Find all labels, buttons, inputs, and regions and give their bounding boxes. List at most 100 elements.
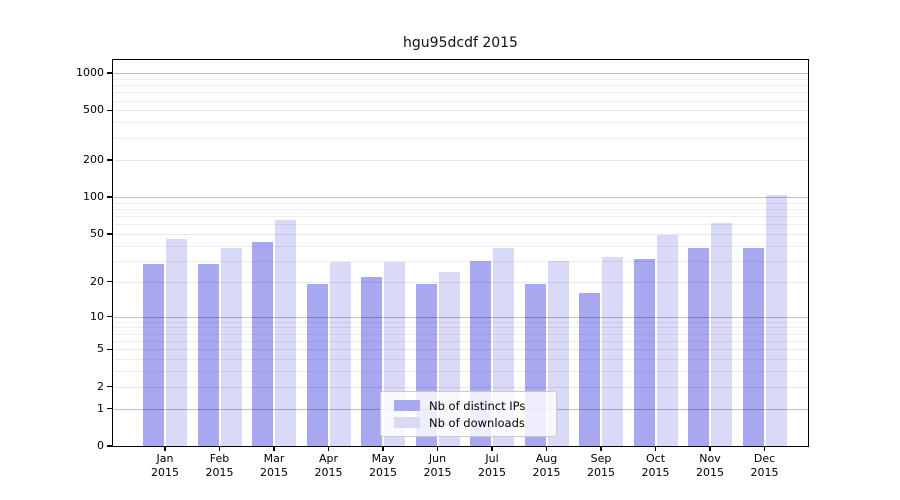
y-tick-label-0: 0	[97, 439, 104, 452]
bar-downloads-dec	[765, 194, 787, 446]
gridline-600	[113, 100, 808, 102]
plot-area	[113, 60, 808, 446]
x-tick-mark-jan	[164, 446, 166, 451]
x-tick-label-aug: Aug 2015	[532, 452, 561, 479]
x-tick-label-sep: Sep 2015	[587, 452, 615, 479]
gridline-20	[113, 281, 808, 283]
x-tick-mark-jul	[491, 446, 493, 451]
x-tick-label-jan: Jan 2015	[151, 452, 179, 479]
gridline-300	[113, 137, 808, 139]
gridline-70	[113, 215, 808, 217]
legend-label-downloads: Nb of downloads	[429, 415, 525, 430]
gridline-9	[113, 321, 808, 323]
gridline-6	[113, 341, 808, 342]
gridline-8	[113, 327, 808, 329]
y-tick-label-1000: 1000	[76, 66, 104, 79]
gridline-500	[113, 110, 808, 112]
gridline-2	[113, 386, 808, 388]
x-tick-mark-apr	[327, 446, 330, 451]
gridline-700	[113, 92, 808, 94]
legend-item-downloads: Nb of downloads	[381, 417, 556, 429]
x-tick-mark-dec	[763, 446, 766, 451]
bar-downloads-mar	[275, 219, 296, 446]
bar-distinct-ips-may	[361, 276, 382, 446]
x-tick-mark-sep	[600, 446, 602, 451]
legend-label-distinct-ips: Nb of distinct IPs	[429, 398, 526, 413]
y-tick-mark-1000	[107, 72, 112, 74]
bar-downloads-nov	[711, 223, 732, 446]
y-tick-mark-2	[107, 385, 112, 388]
y-tick-label-50: 50	[90, 226, 104, 240]
x-tick-label-mar: Mar 2015	[260, 452, 288, 479]
x-tick-label-jul: Jul 2015	[478, 452, 506, 479]
y-tick-label-100: 100	[83, 189, 104, 203]
y-tick-mark-200	[107, 159, 112, 161]
x-tick-label-nov: Nov 2015	[696, 452, 724, 479]
gridline-30	[113, 260, 808, 262]
bar-distinct-ips-oct	[633, 258, 655, 446]
gridline-900	[113, 78, 808, 80]
gridline-7	[113, 333, 808, 335]
bar-downloads-jan	[166, 239, 187, 446]
bar-downloads-oct	[656, 234, 678, 446]
x-tick-mark-jun	[436, 446, 439, 451]
gridline-4	[113, 359, 808, 361]
chart-title: hgu95dcdf 2015	[403, 35, 518, 51]
y-tick-label-500: 500	[83, 103, 104, 117]
gridline-200	[113, 159, 808, 161]
x-tick-label-feb: Feb 2015	[205, 452, 234, 479]
legend-swatch-downloads-icon	[394, 417, 420, 428]
bar-distinct-ips-jan	[143, 264, 164, 446]
x-tick-mark-oct	[654, 446, 657, 451]
gridline-60	[113, 224, 808, 226]
gridline-100	[113, 196, 808, 198]
y-tick-mark-100	[107, 196, 112, 198]
x-tick-mark-may	[382, 446, 384, 451]
y-tick-mark-0	[107, 445, 112, 447]
y-tick-mark-1	[107, 407, 112, 410]
y-tick-label-200: 200	[83, 152, 104, 166]
gridline-50	[113, 233, 808, 235]
bar-downloads-sep	[602, 257, 623, 446]
y-tick-label-2: 2	[97, 379, 104, 393]
gridline-800	[113, 85, 808, 87]
x-tick-mark-mar	[273, 446, 275, 451]
gridline-1000	[113, 73, 808, 74]
y-tick-label-1: 1	[97, 401, 104, 415]
y-tick-mark-5	[107, 348, 112, 350]
x-tick-mark-aug	[545, 446, 548, 451]
x-tick-label-may: May 2015	[369, 452, 397, 479]
bar-distinct-ips-mar	[252, 241, 273, 446]
bar-distinct-ips-nov	[688, 248, 709, 446]
legend: Nb of distinct IPs Nb of downloads	[380, 391, 557, 437]
x-tick-label-jun: Jun 2015	[423, 452, 452, 479]
bar-distinct-ips-feb	[197, 264, 219, 446]
x-tick-label-oct: Oct 2015	[641, 452, 670, 479]
gridline-10	[113, 316, 808, 318]
gridline-80	[113, 208, 808, 210]
gridline-40	[113, 245, 808, 247]
bar-distinct-ips-dec	[742, 248, 764, 446]
y-tick-mark-10	[107, 315, 112, 318]
x-tick-label-apr: Apr 2015	[314, 452, 343, 479]
x-tick-mark-feb	[218, 446, 221, 451]
y-tick-mark-500	[107, 109, 112, 112]
legend-swatch-distinct-ips-icon	[394, 400, 420, 411]
bar-distinct-ips-apr	[306, 284, 328, 446]
y-tick-mark-20	[107, 280, 112, 283]
y-tick-mark-50	[107, 233, 112, 235]
legend-item-distinct-ips: Nb of distinct IPs	[381, 400, 556, 412]
x-tick-label-dec: Dec 2015	[750, 452, 779, 479]
y-tick-label-10: 10	[90, 309, 104, 323]
gridline-90	[113, 202, 808, 204]
x-tick-mark-nov	[709, 446, 711, 451]
bar-downloads-apr	[329, 262, 351, 446]
y-tick-label-5: 5	[97, 342, 104, 356]
bar-distinct-ips-sep	[579, 293, 600, 446]
y-tick-label-20: 20	[90, 274, 104, 288]
gridline-400	[113, 122, 808, 124]
gridline-5	[113, 349, 808, 351]
gridline-3	[113, 371, 808, 373]
bar-downloads-feb	[220, 248, 242, 446]
